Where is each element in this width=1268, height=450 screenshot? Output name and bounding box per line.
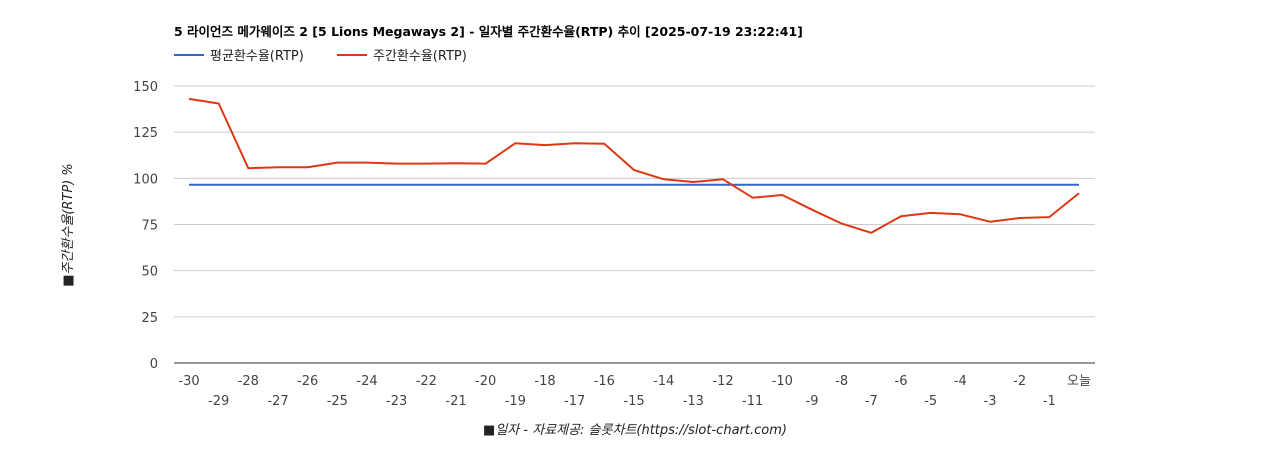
x-axis-label: ■일자 - 자료제공: 슬롯차트(https://slot-chart.com) <box>483 423 787 438</box>
x-tick-label: -16 <box>594 374 615 389</box>
legend-label: 평균환수율(RTP) <box>210 49 304 64</box>
x-tick-label: -22 <box>416 374 437 389</box>
x-tick-label: -9 <box>806 394 819 409</box>
x-tick-label: -2 <box>1013 374 1026 389</box>
y-axis-ticks: 0 25 50 75 100 125 150 <box>133 80 158 372</box>
x-tick-label: -3 <box>984 394 997 409</box>
x-tick-label: -12 <box>712 374 733 389</box>
legend-label: 주간환수율(RTP) <box>373 49 467 64</box>
x-tick-label: -5 <box>924 394 937 409</box>
x-tick-label: -21 <box>445 394 466 409</box>
y-tick-label: 150 <box>133 80 158 95</box>
x-tick-label: -29 <box>208 394 229 409</box>
series-lines <box>188 97 1080 234</box>
x-tick-label: -10 <box>772 374 793 389</box>
y-tick-label: 100 <box>133 172 158 187</box>
x-axis-ticks: -30-29-28-27-26-25-24-23-22-21-20-19-18-… <box>178 374 1091 409</box>
y-tick-label: 25 <box>141 311 158 326</box>
x-tick-label: -26 <box>297 374 318 389</box>
x-tick-label: -11 <box>742 394 763 409</box>
gridlines <box>174 85 1095 364</box>
x-tick-label: -20 <box>475 374 496 389</box>
y-tick-label: 50 <box>141 265 158 280</box>
x-tick-label: -19 <box>505 394 526 409</box>
x-tick-label: -25 <box>327 394 348 409</box>
series-line-1 <box>188 97 1080 234</box>
x-tick-label: -27 <box>267 394 288 409</box>
x-tick-label: -7 <box>865 394 878 409</box>
y-axis-label: ■주간환수율(RTP) % <box>61 163 76 287</box>
x-tick-label: -6 <box>895 374 908 389</box>
x-tick-label: -17 <box>564 394 585 409</box>
x-tick-label: -8 <box>835 374 848 389</box>
x-tick-label: -4 <box>954 374 967 389</box>
x-tick-label: -1 <box>1043 394 1056 409</box>
y-tick-label: 75 <box>141 219 158 234</box>
chart-title: 5 라이언즈 메가웨이즈 2 [5 Lions Megaways 2] - 일자… <box>174 24 803 39</box>
x-tick-label: -30 <box>178 374 199 389</box>
x-tick-label: -28 <box>238 374 259 389</box>
x-tick-label: 오늘 <box>1067 374 1091 389</box>
x-tick-label: -18 <box>534 374 555 389</box>
y-tick-label: 125 <box>133 126 158 141</box>
legend: 평균환수율(RTP) 주간환수율(RTP) <box>174 49 467 64</box>
x-tick-label: -23 <box>386 394 407 409</box>
x-tick-label: -14 <box>653 374 674 389</box>
x-tick-label: -24 <box>356 374 377 389</box>
x-tick-label: -15 <box>623 394 644 409</box>
x-tick-label: -13 <box>683 394 704 409</box>
y-tick-label: 0 <box>150 357 158 372</box>
